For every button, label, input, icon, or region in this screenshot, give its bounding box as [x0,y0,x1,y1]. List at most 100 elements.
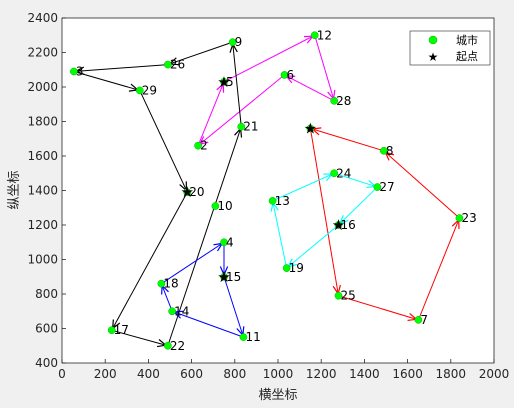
x-tick-label: 800 [223,367,246,381]
route-1-segment [284,74,335,102]
x-tick-label: 1000 [263,367,294,381]
city-point [163,60,172,69]
city-label: 11 [245,330,260,344]
city-point [228,38,237,47]
city-point [334,291,343,300]
route-2-segment [73,64,168,72]
city-label: 26 [170,58,185,72]
route-3-segment [334,172,378,188]
x-tick-label: 1800 [436,367,467,381]
city-point [330,96,339,105]
city-label: 24 [336,166,351,180]
y-tick-label: 2200 [27,46,58,60]
city-label: 4 [226,235,234,249]
legend-start-marker: ★ [428,50,439,64]
city-point [310,31,319,40]
route-4-segment [171,310,244,338]
route-lines [73,34,460,348]
x-tick-label: 1600 [392,367,423,381]
city-label: 16 [340,218,355,232]
legend-start-label: 起点 [456,50,478,63]
city-point [163,341,172,350]
city-label: 12 [317,28,332,42]
city-point [239,333,248,341]
city-label: 13 [275,194,290,208]
plot-area [61,17,495,364]
start-point-star: ★ [332,216,345,234]
x-tick-label: 1400 [349,367,380,381]
city-label: 14 [174,304,189,318]
x-tick-label: 200 [94,367,117,381]
city-label: 27 [379,180,394,194]
city-point [414,316,423,324]
city-label: 9 [235,35,243,49]
route-0-segment [310,127,384,152]
city-point [334,221,343,229]
y-tick-label: 800 [35,287,58,301]
city-label: 15 [226,270,241,284]
city-point [220,272,228,281]
route-1-segment [197,74,285,147]
axis-ticks: 0 200 400 600 800 1000 1200 1400 1600 1800 2000 400… [27,11,509,381]
y-tick-label: 2400 [27,11,58,25]
y-tick-label: 1400 [27,184,58,198]
city-point [220,238,228,247]
city-label: 29 [142,83,157,97]
city-point [373,183,382,191]
route-2-segment [73,70,140,91]
city-label: 25 [340,289,355,303]
route-2-segment [111,329,168,347]
legend-box [409,30,491,66]
route-1-segment [223,34,315,83]
route-4-segment [160,283,173,312]
city-point [280,71,289,79]
start-point-star: ★ [217,73,230,91]
x-tick-label: 600 [180,367,203,381]
city-point [455,214,464,222]
city-point [70,67,78,76]
city-label: 21 [243,120,258,134]
route-4-segment [161,241,225,285]
route-3-segment [286,224,339,269]
start-point-star: ★ [217,268,230,286]
y-tick-label: 1000 [27,253,58,267]
x-tick-label: 0 [58,367,66,381]
route-2-segment [167,126,242,346]
x-tick-label: 1200 [306,367,337,381]
route-2-segment [167,41,233,66]
city-point [379,146,388,155]
route-3-segment [338,186,378,226]
city-point [211,202,220,210]
city-label: 8 [386,144,394,158]
city-point [306,124,315,133]
city-point [157,279,166,288]
city-point [107,326,116,335]
city-point [220,77,228,86]
y-tick-label: 1600 [27,149,58,163]
city-point [330,169,339,178]
city-point [194,141,202,150]
route-4-segment [223,276,244,338]
city-label: 20 [189,185,204,199]
y-tick-label: 600 [35,322,58,336]
city-label: 28 [336,94,351,108]
start-point-star: ★ [181,183,194,201]
route-2-segment [232,42,242,127]
route-3-segment [272,172,335,202]
start-markers: ★ ★ ★ ★ ★ [181,73,346,286]
city-label: 6 [286,68,294,82]
y-tick-label: 2000 [27,80,58,94]
city-point [282,264,291,272]
city-label: 5 [226,75,234,89]
y-tick-label: 1800 [27,115,58,129]
route-1-segment [314,35,335,101]
city-point [268,197,277,205]
route-2-segment [111,191,188,331]
city-label: 19 [289,261,304,275]
route-0-segment [417,217,460,321]
y-tick-label: 400 [35,356,58,370]
route-3-segment [272,200,288,269]
route-0-segment [338,295,419,321]
y-tick-label: 1200 [27,218,58,232]
